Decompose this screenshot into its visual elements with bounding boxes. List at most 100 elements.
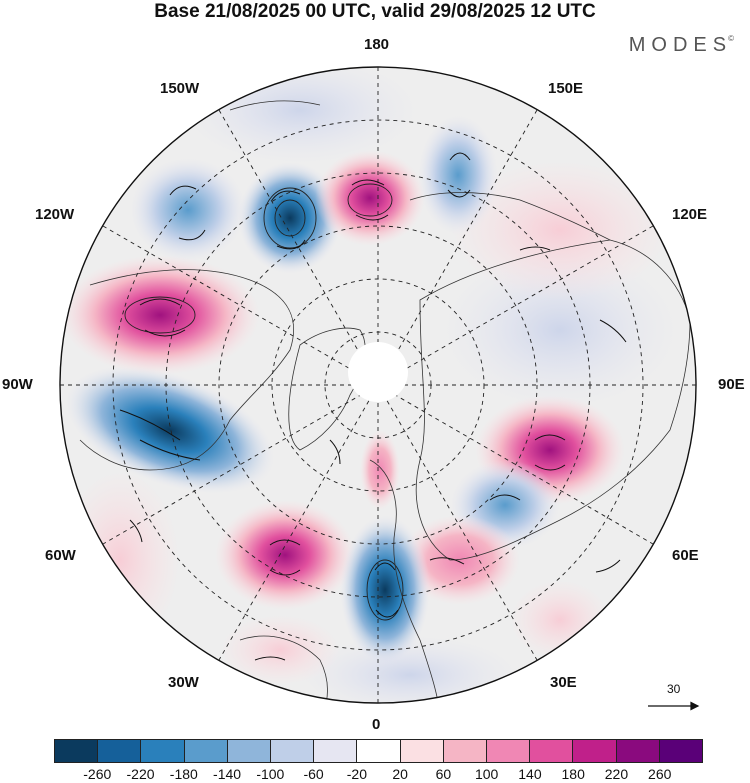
latitude-circle (112, 119, 644, 651)
colorbar-segment (97, 740, 141, 762)
negative-anomaly-east-siberia (418, 115, 498, 235)
wind-arrow (375, 609, 399, 618)
graticule (60, 67, 696, 703)
meridian-60w-120e (102, 225, 654, 545)
colorbar-tick-label: 100 (474, 766, 499, 782)
colorbar-segment (399, 740, 443, 762)
wind-arrow (534, 464, 566, 471)
lon-label-90w: 90W (2, 376, 33, 393)
wind-arrow (595, 559, 621, 573)
weak-positive-siberia (450, 160, 670, 300)
brand-text: MODES (628, 34, 733, 56)
lon-label-60e: 60E (672, 547, 699, 564)
lon-label-90e: 90E (718, 376, 745, 393)
wind-arrow (429, 557, 465, 565)
positive-anomaly-atlantic (215, 500, 355, 610)
meridian-30w-150e (218, 109, 538, 661)
colorbar-segment (529, 740, 573, 762)
modes-logo: MODES© (629, 34, 734, 57)
lon-label-120w: 120W (35, 206, 75, 223)
colorbar-segment (442, 740, 487, 762)
colorbar-segment (183, 740, 227, 762)
wind-arrow (139, 298, 181, 306)
copyright-mark: © (728, 34, 734, 43)
reference-vector-head (690, 701, 700, 711)
colorbar (54, 739, 703, 763)
colorbar-tick-label: -20 (346, 766, 367, 782)
wind-vectors (119, 152, 627, 661)
wind-arrow (519, 246, 551, 251)
lon-label-60w: 60W (45, 547, 76, 564)
colorbar-segment (658, 740, 703, 762)
wind-arrow (139, 439, 201, 461)
colorbar-segment (572, 740, 616, 762)
pole-area (348, 342, 408, 402)
coastline-north-america (79, 269, 294, 471)
meridian-30e-150w (218, 109, 538, 661)
lon-label-180: 180 (364, 36, 390, 53)
contour-lines (124, 183, 404, 621)
positive-anomaly-dateline (315, 150, 425, 246)
lon-label-30e: 30E (550, 674, 577, 691)
lon-label-30w: 30W (168, 674, 199, 691)
wind-arrow (276, 239, 306, 250)
contour-line (263, 187, 317, 249)
negative-anomaly-hudson (64, 366, 276, 494)
colorbar-tick-label: 260 (648, 766, 672, 782)
colorbar-segment (226, 740, 271, 762)
wind-arrow (355, 214, 389, 221)
positive-anomaly-arabia (510, 580, 610, 660)
coastline-siberia (409, 192, 611, 241)
wind-arrow (447, 189, 471, 198)
wind-arrow (489, 494, 521, 501)
reference-vector-label: 30 (667, 682, 681, 696)
coastlines (79, 100, 691, 703)
coastline-aleutians (229, 100, 321, 111)
colorbar-segment (270, 740, 314, 762)
wind-arrow (374, 562, 396, 571)
positive-anomaly-canada (60, 255, 260, 375)
wind-arrow (144, 329, 186, 337)
colorbar-tick-label: 60 (435, 766, 452, 782)
colorbar-tick-label: -140 (213, 766, 242, 782)
colorbar-tick-label: 220 (604, 766, 629, 782)
colorbar-tick-label: -180 (169, 766, 198, 782)
wind-arrow (449, 152, 471, 161)
colorbar-tick-label: -220 (126, 766, 155, 782)
positive-anomaly-subtropic (220, 615, 340, 685)
colorbar-segment (313, 740, 357, 762)
wind-arrow (351, 179, 385, 186)
chart-title: Base 21/08/2025 00 UTC, valid 29/08/2025… (154, 1, 596, 22)
weak-negative-asia (440, 250, 680, 410)
colorbar-tick-label: 140 (518, 766, 542, 782)
wind-arrow (269, 539, 301, 546)
wind-arrow (269, 569, 301, 576)
positive-anomaly-mideast (400, 515, 520, 605)
wind-arrow (254, 656, 286, 661)
contour-line (347, 183, 393, 217)
wind-arrow (178, 229, 206, 241)
colorbar-segment (615, 740, 659, 762)
contour-line (124, 296, 196, 334)
reference-vector: 30 (645, 682, 705, 712)
colorbar-segment (486, 740, 530, 762)
negative-anomaly-alaska (130, 158, 246, 262)
latitude-circle (218, 225, 538, 545)
contour-line (274, 199, 306, 237)
positive-anomaly-greenland-sea (360, 430, 400, 510)
colorbar-tick-label: 20 (392, 766, 408, 782)
wind-arrow (599, 319, 627, 343)
colorbar-segment (140, 740, 184, 762)
wind-arrow (129, 519, 143, 543)
wind-arrow (119, 409, 181, 441)
lon-label-150e: 150E (548, 80, 584, 97)
colorbar-tick-label: -60 (303, 766, 324, 782)
wind-arrow (271, 190, 301, 201)
colorbar-tick-label: -260 (83, 766, 112, 782)
colorbar-segment (55, 740, 98, 762)
coastline-greenland (288, 327, 366, 451)
colorbar-segment (356, 740, 400, 762)
colorbar-tick-label: 180 (561, 766, 585, 782)
negative-anomaly-europe (340, 515, 430, 665)
